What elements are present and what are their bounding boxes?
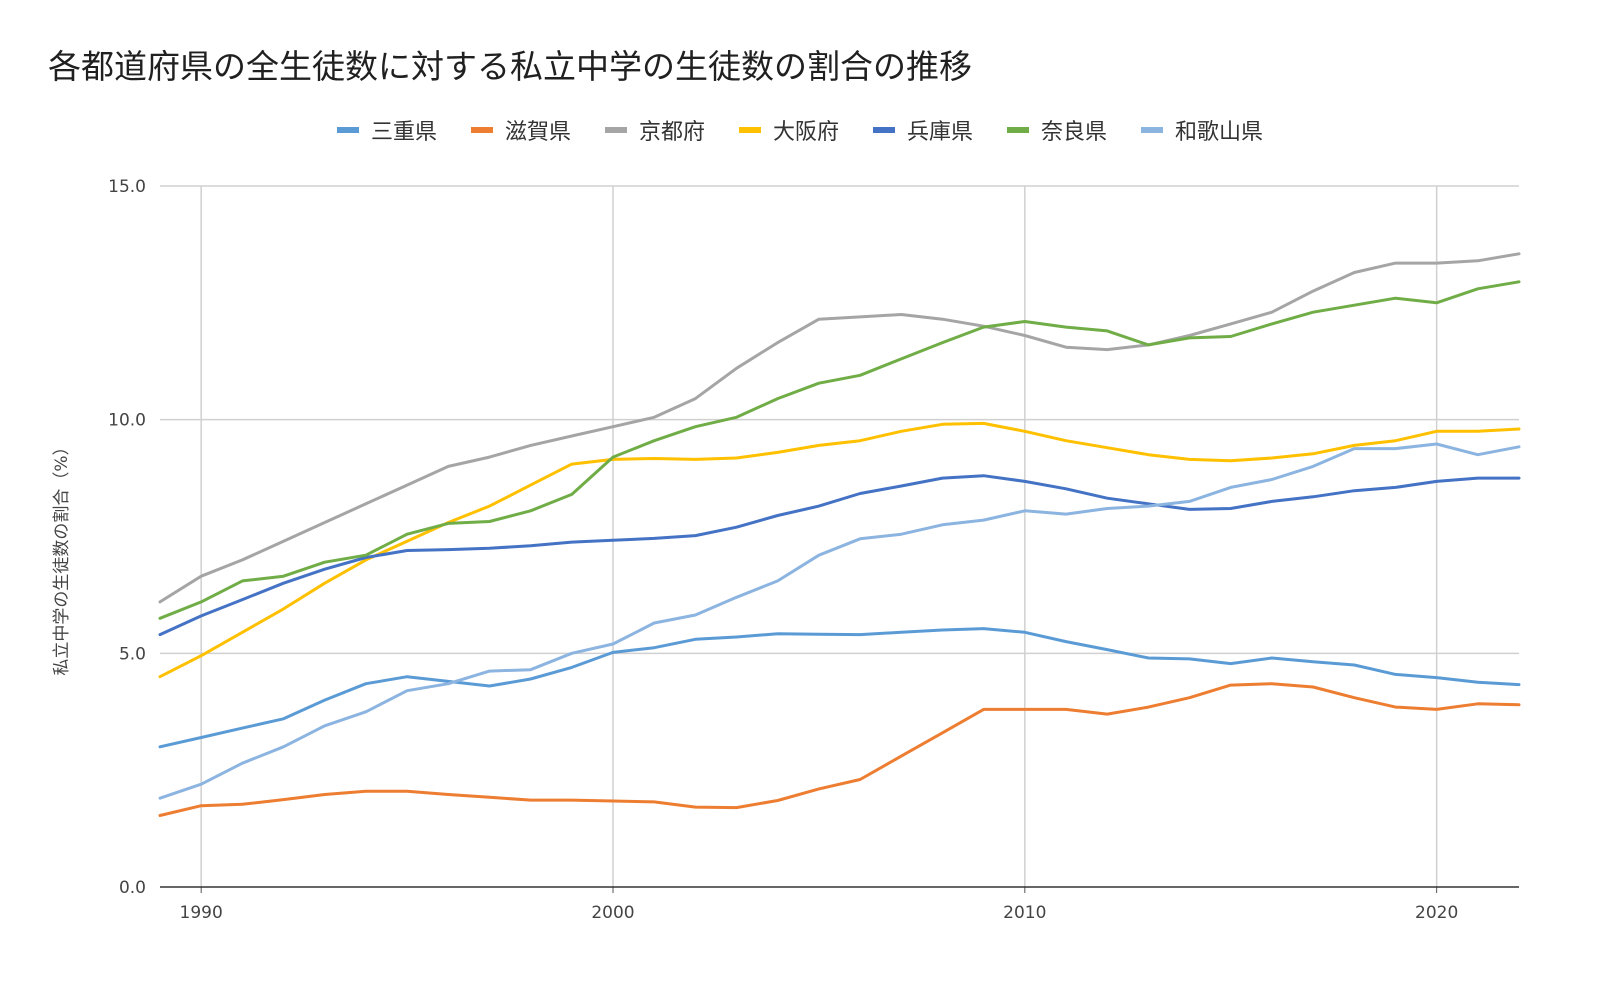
legend-swatch [873,127,895,133]
legend: 三重県 滋賀県 京都府 大阪府 兵庫県 奈良県 和歌山県 [0,114,1600,146]
legend-item: 奈良県 [1007,114,1107,146]
axes: 0.0 5.0 10.0 15.0 1990 2000 2010 2020 [108,177,1519,923]
legend-item: 滋賀県 [470,114,571,146]
y-tick-label: 10.0 [108,411,146,431]
series-lines [158,252,1521,817]
series-line-1 [158,682,1521,817]
legend-label: 滋賀県 [504,120,571,145]
legend-swatch [738,127,761,133]
legend-item: 大阪府 [738,114,839,146]
y-tick-label: 0.0 [119,878,146,898]
series-line-0 [158,627,1521,749]
series-line-4 [158,474,1521,637]
legend-label: 三重県 [370,120,437,145]
series-line-5 [158,280,1521,620]
series-line-6 [158,442,1521,800]
legend-item: 三重県 [336,114,437,146]
legend-swatch [1141,127,1164,133]
x-tick-label: 2010 [1003,903,1046,923]
legend-label: 京都府 [638,120,705,145]
x-tick-label: 2000 [591,903,634,923]
legend-label: 兵庫県 [907,120,974,145]
x-tick-label: 1990 [180,903,223,923]
legend-swatch [1007,127,1030,133]
y-axis-title: 私立中学の生徒数の割合（%） [52,438,72,675]
legend-swatch [470,127,493,133]
legend-swatch [604,127,627,133]
legend-swatch [336,127,359,133]
series-line-2 [158,252,1521,604]
legend-label: 和歌山県 [1175,120,1264,145]
chart-title: 各都道府県の全生徒数に対する私立中学の生徒数の割合の推移 [48,47,972,86]
y-tick-label: 5.0 [119,644,146,664]
legend-label: 奈良県 [1041,120,1108,145]
legend-label: 大阪府 [772,120,839,145]
legend-item: 京都府 [604,114,705,146]
x-tick-label: 2020 [1415,903,1458,923]
series-line-3 [158,421,1521,679]
y-tick-label: 15.0 [108,177,146,197]
legend-item: 兵庫県 [873,114,973,146]
legend-item: 和歌山県 [1141,114,1263,146]
